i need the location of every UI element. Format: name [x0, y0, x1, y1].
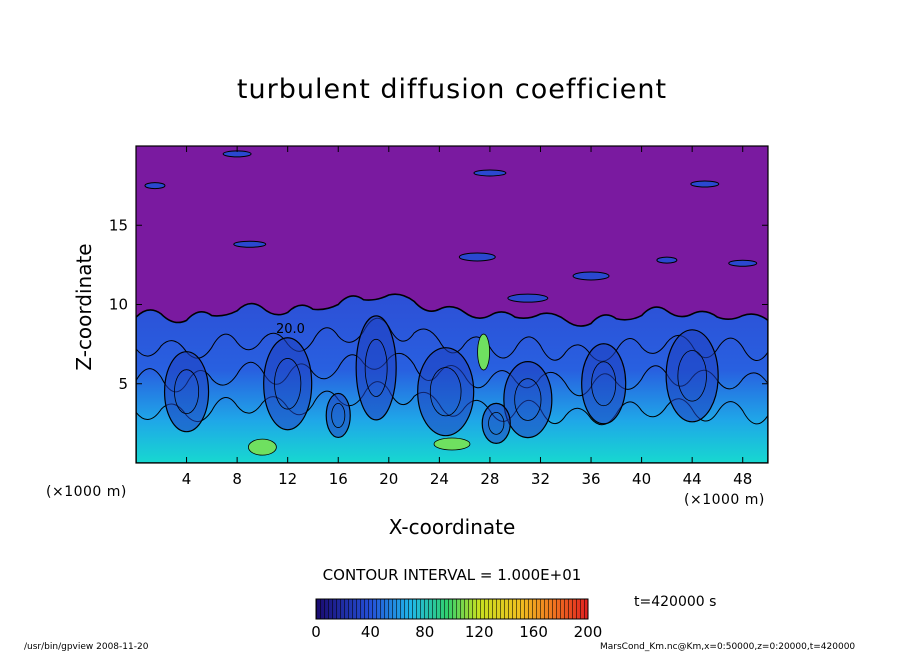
y-ticks: 5 10 15: [109, 216, 768, 393]
x-tick-label: 4: [182, 470, 192, 488]
x-axis-unit-left: (×1000 m): [46, 484, 127, 500]
contour-interval: CONTOUR INTERVAL = 1.000E+01: [322, 566, 582, 584]
x-ticks: 4 8 12 16 20 24 28 32 36 40 44 48: [182, 146, 752, 488]
x-tick-label: 48: [733, 470, 752, 488]
x-tick-label: 12: [278, 470, 297, 488]
upper-blob: [572, 271, 610, 281]
high-value-patch: [433, 437, 471, 451]
x-axis-label: X-coordinate: [388, 515, 516, 539]
colorbar-tick-label: 160: [519, 623, 548, 641]
upper-blob: [458, 252, 496, 262]
time-label: t=420000 s: [634, 594, 717, 610]
x-tick-label: 40: [632, 470, 651, 488]
eddy-contour: [581, 343, 627, 425]
eddy-contour-inner: [677, 350, 707, 402]
high-value-patch: [247, 438, 277, 456]
x-tick-label: 20: [379, 470, 398, 488]
eddy-contour: [263, 337, 313, 431]
x-tick-label: 36: [581, 470, 600, 488]
high-value-patches: [247, 333, 491, 456]
y-tick-label: 15: [109, 216, 128, 234]
colorbar-frame: [315, 598, 589, 620]
eddy-contour-inner: [514, 378, 542, 421]
footer-left: /usr/bin/gpview 2008-11-20: [24, 642, 149, 652]
eddy-contour-inner: [591, 361, 617, 407]
upper-blob: [728, 259, 758, 267]
high-value-patch: [477, 333, 491, 371]
eddy-contour-inner: [274, 358, 302, 410]
chart-title: turbulent diffusion coefficient: [236, 74, 668, 105]
eddy-contour-inner: [488, 411, 505, 435]
colorbar-tick-label: 40: [361, 623, 380, 641]
eddy-contour: [163, 351, 210, 433]
upper-blob: [656, 256, 678, 264]
upper-blob: [233, 240, 267, 248]
x-tick-label: 28: [480, 470, 499, 488]
x-tick-label: 16: [329, 470, 348, 488]
upper-blobs: [144, 150, 758, 303]
footer-right: MarsCond_Km.nc@Km,x=0:50000,z=0:20000,t=…: [600, 642, 856, 652]
x-tick-label: 24: [430, 470, 449, 488]
eddy-contour-inner: [429, 367, 462, 417]
eddy-contour: [417, 347, 475, 437]
eddy-contour: [481, 402, 511, 444]
contour-label: 20.0: [276, 322, 305, 337]
x-tick-label: 32: [531, 470, 550, 488]
colorbar-tick-label: 80: [415, 623, 434, 641]
eddy-contour-inner: [174, 369, 200, 415]
eddy-contour: [325, 392, 351, 439]
colorbar-tick-label: 0: [311, 623, 321, 641]
y-tick-label: 5: [118, 375, 128, 393]
y-tick-label: 10: [109, 296, 128, 314]
eddy-contours: [163, 315, 719, 444]
eddy-contour: [503, 361, 553, 439]
eddy-contour: [355, 315, 397, 421]
upper-blob: [473, 169, 507, 177]
colorbar-tick-label: 200: [574, 623, 603, 641]
x-tick-label: 44: [683, 470, 702, 488]
eddy-contour: [665, 329, 719, 423]
upper-blob: [507, 293, 549, 303]
upper-blob: [690, 180, 720, 188]
x-axis-unit-right: (×1000 m): [684, 492, 765, 508]
eddy-contour-inner: [364, 338, 388, 397]
eddy-contour-inner: [331, 402, 346, 428]
colorbar-tick-label: 120: [465, 623, 494, 641]
colorbar-ticks: 0 40 80 120 160 200: [311, 623, 602, 641]
upper-blob: [144, 182, 166, 190]
x-tick-label: 8: [232, 470, 242, 488]
